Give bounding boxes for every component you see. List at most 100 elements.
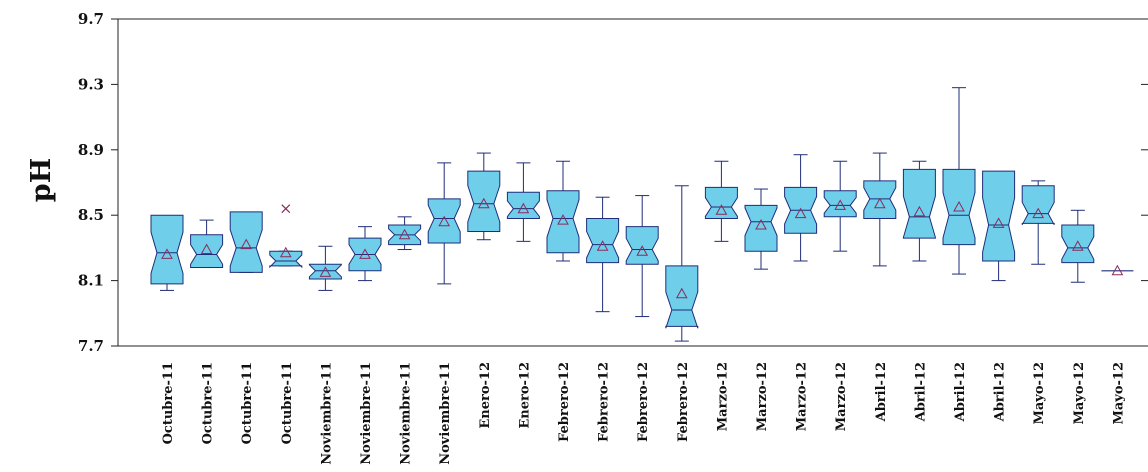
box-plot	[506, 162, 540, 242]
box-body	[269, 250, 303, 269]
x-category-label: Marzo-12	[795, 362, 810, 431]
mean-marker	[913, 205, 926, 217]
box-plot	[982, 170, 1016, 282]
box-body	[982, 170, 1016, 262]
mean-marker	[398, 228, 411, 240]
mean-marker	[873, 197, 886, 209]
mean-marker	[438, 215, 451, 227]
box-plot	[467, 152, 501, 241]
box-body	[506, 191, 540, 219]
x-category-label: Febrero-12	[597, 362, 612, 442]
x-category-label: Febrero-12	[676, 362, 691, 442]
box-body	[1061, 224, 1095, 264]
mean-marker	[240, 238, 253, 250]
plot-frame	[117, 18, 1148, 347]
mean-marker	[161, 248, 173, 259]
y-axis-ticks: 7.7 8.1 8.5 8.9 9.3 9.7	[78, 10, 1148, 355]
mean-marker	[477, 197, 490, 209]
x-category-label: Mayo-12	[1072, 362, 1087, 425]
mean-marker	[992, 217, 1005, 228]
box-body	[427, 198, 461, 244]
y-tick-label: 8.1	[78, 272, 104, 290]
y-tick-label: 8.5	[78, 206, 104, 224]
x-category-label: Octubre-11	[201, 362, 216, 444]
x-category-label: Octubre-11	[240, 362, 255, 444]
mean-marker	[596, 240, 609, 251]
box-plot	[863, 152, 897, 267]
y-tick-label: 7.7	[78, 337, 104, 355]
box-plot	[308, 245, 342, 291]
box-plot	[625, 195, 659, 318]
x-category-label: Mayo-12	[1111, 362, 1126, 425]
mean-marker	[953, 200, 965, 212]
x-category-label: Febrero-12	[557, 362, 572, 442]
x-category-label: Octubre-11	[161, 362, 176, 444]
mean-marker	[755, 218, 767, 230]
box-plot	[784, 154, 818, 262]
x-category-label: Octubre-11	[280, 362, 295, 444]
x-category-label: Marzo-12	[755, 362, 770, 431]
box-plot	[1061, 209, 1095, 283]
box-body	[902, 168, 936, 239]
box-plot	[823, 160, 857, 252]
box-plot	[190, 219, 224, 269]
box-body	[704, 186, 738, 219]
x-category-label: Noviembre-11	[399, 362, 414, 465]
x-axis-labels: Octubre-11 Octubre-11 Octubre-11 Octubre-11…	[161, 362, 1126, 465]
box-plot	[229, 211, 263, 273]
box-body	[823, 190, 857, 218]
box-body	[744, 204, 778, 252]
box-plot	[150, 214, 184, 291]
box-body	[467, 170, 501, 232]
mean-marker	[359, 248, 371, 259]
mean-marker	[1111, 264, 1124, 276]
y-tick-label: 8.9	[78, 141, 104, 159]
box-plot	[546, 160, 580, 262]
box-body	[229, 211, 263, 273]
box-plot	[665, 185, 699, 342]
box-plot	[269, 204, 303, 269]
x-category-label: Mayo-12	[1032, 362, 1047, 425]
box-body	[190, 234, 224, 268]
x-category-label: Noviembre-11	[359, 362, 374, 465]
box-plot	[744, 188, 778, 270]
outlier-marker	[281, 204, 291, 214]
x-category-label: Marzo-12	[715, 362, 730, 431]
mean-marker	[319, 266, 332, 277]
box-plot	[388, 216, 422, 251]
mean-marker	[834, 199, 847, 210]
mean-marker	[200, 243, 213, 254]
x-category-label: Abril-12	[913, 362, 928, 422]
mean-marker	[557, 214, 569, 225]
x-category-label: Noviembre-11	[319, 362, 334, 465]
y-axis-title: pH	[26, 158, 57, 202]
mean-marker	[675, 287, 688, 299]
mean-marker	[279, 246, 292, 258]
x-category-label: Abril-12	[953, 362, 968, 422]
mean-marker	[517, 202, 530, 214]
y-tick-label: 9.7	[78, 10, 104, 28]
box-plot	[704, 160, 738, 242]
box-plot	[1021, 180, 1055, 265]
mean-marker	[794, 207, 807, 219]
box-plot	[348, 226, 382, 282]
box-body	[942, 168, 976, 246]
box-body	[308, 263, 342, 280]
x-category-label: Enero-12	[478, 362, 493, 429]
x-category-label: Noviembre-11	[438, 362, 453, 465]
x-category-label: Abril-12	[993, 362, 1008, 422]
box-series	[150, 87, 1134, 342]
y-tick-label: 9.3	[78, 75, 104, 93]
mean-marker	[715, 204, 728, 215]
box-plot	[902, 160, 936, 262]
box-plot	[942, 87, 976, 275]
box-plot	[427, 162, 461, 285]
x-category-label: Febrero-12	[636, 362, 651, 442]
box-body	[665, 265, 699, 329]
box-plot	[586, 196, 620, 313]
box-plot	[1101, 264, 1134, 276]
x-category-label: Abril-12	[874, 362, 889, 422]
box-body	[546, 190, 580, 254]
box-body	[1021, 185, 1055, 226]
